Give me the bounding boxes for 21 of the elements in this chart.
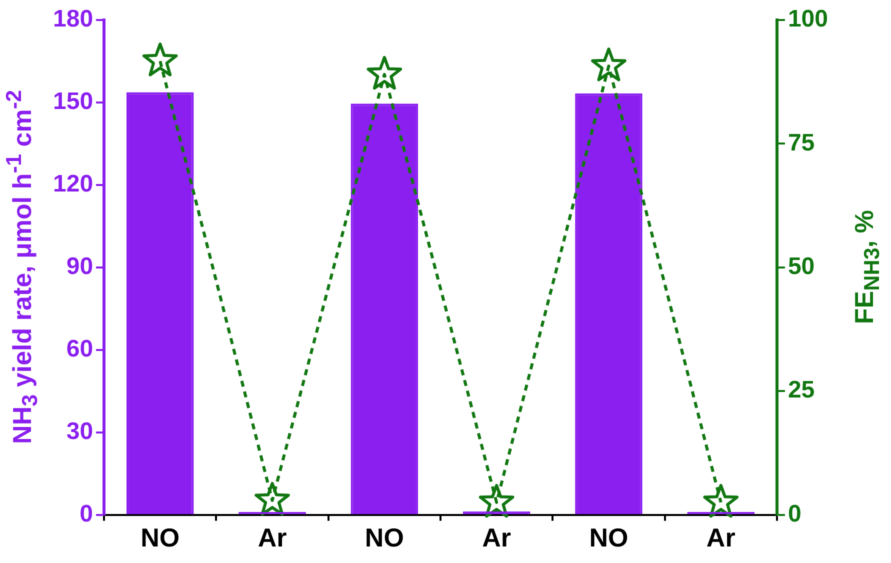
y2-tick-label: 50	[788, 253, 815, 280]
y2-tick-label: 0	[788, 500, 802, 528]
y2-tick-label: 25	[788, 376, 815, 404]
x-tick-label: Ar	[482, 522, 512, 553]
y-tick-label: 90	[66, 253, 94, 280]
y-tick-label: 60	[66, 335, 94, 362]
point	[142, 42, 178, 76]
y-tick-label: 0	[80, 500, 94, 528]
x-tick-label: NO	[140, 522, 180, 553]
point	[591, 48, 626, 82]
y-tick-label: 150	[52, 88, 94, 116]
x-tick-label: Ar	[258, 522, 287, 553]
y2-tick-label: 100	[788, 6, 828, 33]
y2-tick-label: 75	[788, 129, 815, 156]
point	[366, 56, 402, 90]
x-tick-label: NO	[589, 522, 628, 553]
y-tick-label: 180	[52, 6, 94, 33]
x-tick-label: Ar	[706, 522, 736, 553]
y-tick-label: 30	[66, 418, 94, 445]
y-tick-label: 120	[52, 170, 94, 198]
x-tick-label: NO	[364, 522, 404, 553]
